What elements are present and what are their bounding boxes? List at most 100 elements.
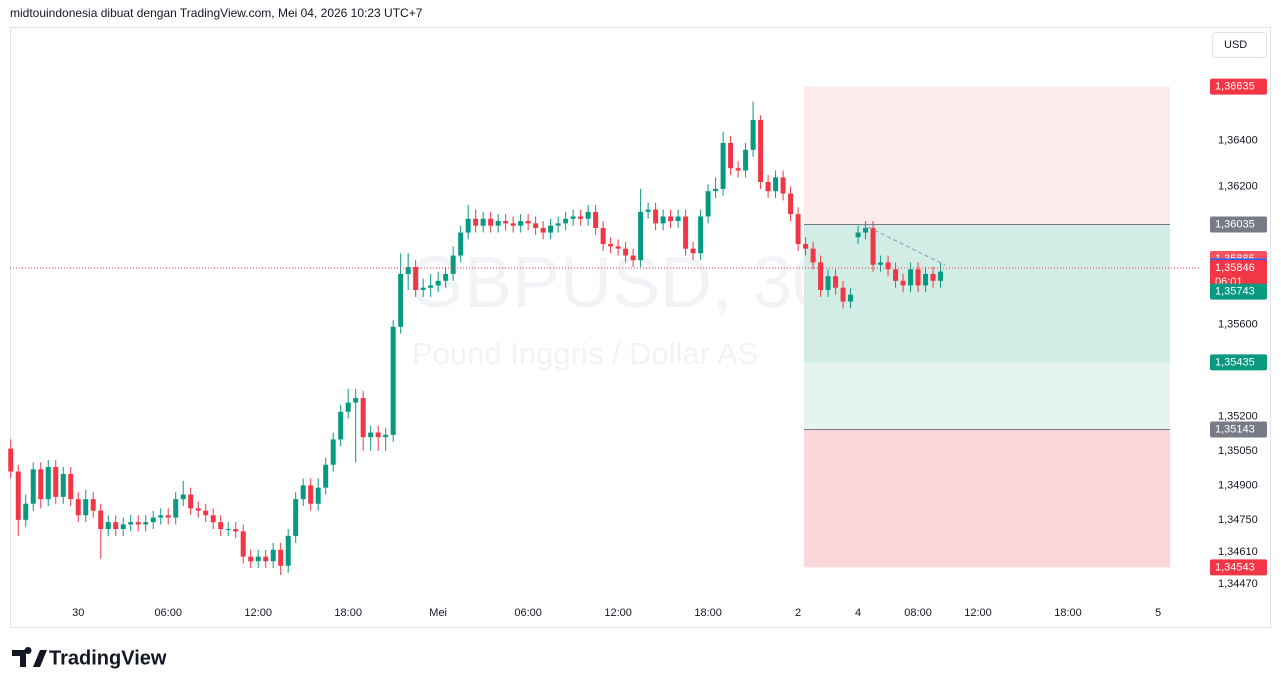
candle-body [473,218,479,226]
price-badge: 1,35435 [1210,354,1267,371]
y-tick-label: 1,36400 [1218,135,1258,147]
candle-body [83,499,89,516]
candle-body [615,246,621,249]
candle-body [53,466,59,497]
x-tick-label: 06:00 [514,607,542,619]
candle-body [495,221,501,226]
candle-body [705,191,711,217]
candle-body [105,522,111,530]
candle-body [818,262,824,291]
candle-body [690,248,696,254]
candle-body [323,464,329,488]
price-badge-label: 1,35743 [1215,286,1255,298]
candle-body [98,510,104,530]
candle-body [825,276,831,291]
price-badge-box [1210,216,1267,233]
x-tick-label: 08:00 [904,607,932,619]
price-badge-box [1210,78,1267,95]
price-badge-label: 1,34543 [1215,561,1255,573]
candle-body [38,469,44,500]
candle-body [203,510,209,516]
price-badge-box [1210,259,1267,290]
x-tick-label: 18:00 [1054,607,1082,619]
candle-body [908,269,914,286]
price-badge-box [1210,283,1267,300]
candle-body [638,211,644,261]
x-tick-label: 2 [795,607,801,619]
candle-body [870,227,876,265]
candle-body [600,227,606,245]
x-tick-label: 12:00 [964,607,992,619]
y-tick-label: 1,34750 [1218,514,1258,526]
candle-body [158,515,164,518]
candle-body [803,244,809,249]
y-tick-label: 1,34900 [1218,479,1258,491]
candle-body [735,168,741,171]
price-badge: 1,36035 [1210,216,1267,233]
candle-body [525,221,531,224]
candle-body [465,218,471,233]
candle-body [503,221,509,224]
x-tick-label: 18:00 [334,607,362,619]
price-badge: 1,36635 [1210,78,1267,95]
candle-body [143,522,149,525]
candle-body [863,227,869,233]
candle-body [240,531,246,557]
candle-body [150,517,156,523]
candle-body [135,522,141,525]
candle-body [285,535,291,566]
candle-body [668,216,674,222]
candle-body [68,473,74,500]
position-zone [804,291,1170,363]
candle-body [885,262,891,270]
x-tick-label: 30 [72,607,84,619]
candle-body [488,218,494,226]
currency-button[interactable] [1212,32,1267,58]
candle-body [30,469,36,504]
trend-drawing [861,223,946,266]
candle-body [270,549,276,562]
candle-body [315,487,321,504]
price-badge: 1,35143 [1210,421,1267,438]
price-badge-box [1210,354,1267,371]
candle-body [180,494,186,500]
candle-body [308,485,314,504]
candle-body [675,216,681,222]
candle-body [360,398,366,438]
candle-body [330,439,336,465]
candle-body [405,267,411,274]
candle-body [165,515,171,518]
candle-body [210,515,216,523]
watermark: GBPUSD, 30 Pound Inggris / Dollar AS [408,243,832,371]
candle-body [578,216,584,219]
candle-body [728,142,734,169]
axes: 1,36400 1,36200 1,35600 1,35200 1,35050 1,349… [10,28,1267,628]
candle-body [773,177,779,192]
candle-body [645,209,651,212]
position-zone [804,362,1170,430]
candle-body [758,119,764,182]
currency-label[interactable]: USD [1224,39,1247,51]
candle-body [720,142,726,189]
candle-body [795,214,801,245]
candle-body [443,273,449,281]
candle-body [623,248,629,256]
candle-body [398,273,404,327]
candle-body [75,499,81,516]
candle-body [218,522,224,530]
candle-body [113,522,119,530]
candle-body [195,508,201,511]
candle-body [128,522,134,525]
candle-body [780,177,786,194]
price-badge-box [1210,421,1267,438]
candle-body [930,273,936,281]
position-zone [804,86,1170,225]
brand-logo: TradingView [12,647,167,669]
candle-body [848,294,854,302]
candle-body [713,188,719,192]
candle-body [765,181,771,192]
candle-body [900,280,906,286]
